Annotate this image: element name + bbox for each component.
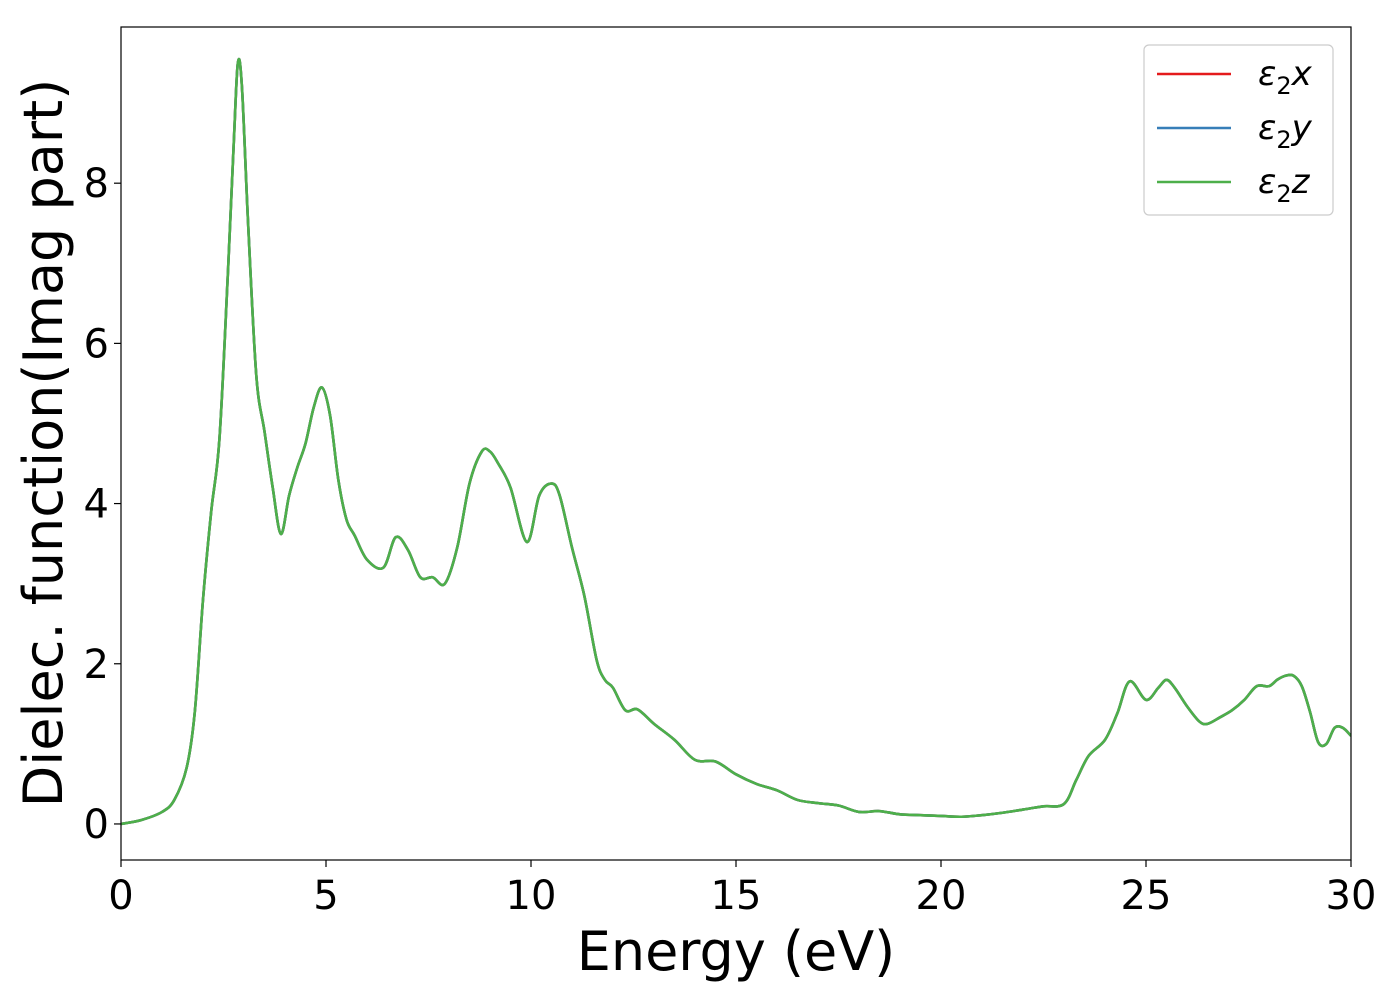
legend-label-z: ε2z [1258, 162, 1311, 208]
y-tick-label: 2 [84, 642, 109, 688]
x-tick-label: 20 [916, 873, 967, 919]
x-tick-label: 5 [313, 873, 338, 919]
x-tick-label: 0 [108, 873, 133, 919]
x-tick-label: 30 [1326, 873, 1377, 919]
x-tick-label: 25 [1121, 873, 1172, 919]
legend-box [1143, 44, 1334, 216]
legend-label-x: ε2x [1258, 54, 1313, 100]
x-tick-label: 10 [506, 873, 557, 919]
x-axis-ticks: 0 5 10 15 20 25 30 [108, 860, 1376, 919]
y-tick-label: 0 [84, 802, 109, 848]
series-line-z [121, 57, 1351, 826]
series-layer [121, 57, 1351, 826]
legend: ε2x ε2y ε2z [1143, 44, 1334, 216]
y-tick-label: 6 [84, 321, 109, 367]
y-axis-ticks: 0 2 4 6 8 [84, 161, 121, 848]
x-tick-label: 15 [711, 873, 762, 919]
x-axis-title: Energy (eV) [577, 920, 896, 983]
y-tick-label: 8 [84, 161, 109, 207]
legend-label-y: ε2y [1258, 108, 1313, 154]
y-axis-title: Dielec. function(Imag part) [12, 79, 75, 808]
y-tick-label: 4 [84, 482, 109, 528]
